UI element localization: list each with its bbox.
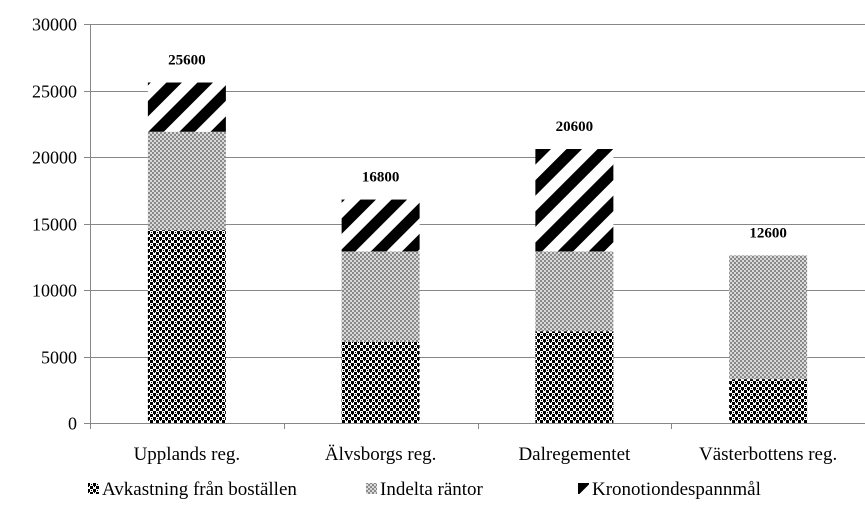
legend-swatch <box>88 483 99 494</box>
bar-segment <box>535 331 614 423</box>
legend-item: Indelta räntor <box>366 479 484 500</box>
legend-label: Indelta räntor <box>380 479 484 500</box>
bar-segment <box>535 251 614 332</box>
x-tick-label: Dalregementet <box>518 444 631 465</box>
y-tick-label: 20000 <box>32 148 77 168</box>
legend-swatch <box>366 483 377 494</box>
axes: 0 5000 10000 15000 20000 25000 30000 Upplands r… <box>32 15 865 465</box>
legend-item: Avkastning från boställen <box>88 479 297 500</box>
legend-label: Avkastning från boställen <box>102 479 297 500</box>
bar-segment <box>341 199 420 252</box>
bar-segment <box>729 379 808 423</box>
bar-segment <box>729 255 808 380</box>
y-tick-label: 0 <box>68 414 77 434</box>
x-tick-label: Västerbottens reg. <box>699 444 837 465</box>
bar-segment <box>147 82 226 132</box>
legend-swatch <box>578 483 589 494</box>
bar-segment <box>147 230 226 423</box>
bar-segment <box>341 251 420 342</box>
y-tick-label: 15000 <box>32 215 77 235</box>
x-tick-label: Upplands reg. <box>134 444 241 465</box>
bars <box>147 82 808 423</box>
y-tick-label: 10000 <box>32 281 77 301</box>
total-data-label: 20600 <box>556 119 594 135</box>
legend: Avkastning från boställen Indelta räntor K… <box>88 479 761 500</box>
total-data-label: 25600 <box>168 53 206 69</box>
total-data-label: 12600 <box>749 225 787 241</box>
x-tick-label: Älvsborgs reg. <box>325 444 437 465</box>
bar-segment <box>341 341 420 423</box>
legend-item: Kronotiondespannmål <box>578 479 761 500</box>
data-labels: 25600 16800 20600 12600 <box>168 53 787 242</box>
total-data-label: 16800 <box>362 170 400 186</box>
y-tick-label: 5000 <box>41 348 77 368</box>
y-tick-label: 30000 <box>32 15 77 35</box>
bar-segment <box>535 149 614 252</box>
legend-label: Kronotiondespannmål <box>592 479 761 500</box>
bar-segment <box>147 131 226 231</box>
y-tick-label: 25000 <box>32 82 77 102</box>
